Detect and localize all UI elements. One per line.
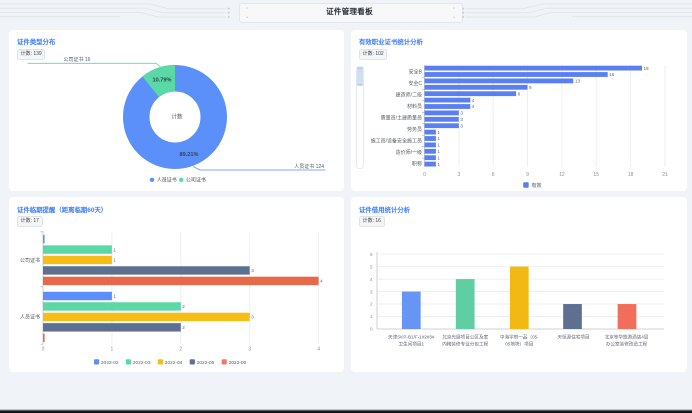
svg-text:4: 4 [370, 277, 373, 283]
svg-text:安全C: 安全C [408, 80, 422, 87]
svg-text:计数: 计数 [171, 113, 183, 121]
svg-text:安全B: 安全B [409, 69, 423, 76]
svg-text:天津SKP-B1/F-1#2#3#: 天津SKP-B1/F-1#2#3# [388, 333, 435, 340]
svg-text:9: 9 [526, 172, 529, 178]
svg-text:15: 15 [593, 172, 599, 178]
svg-text:2022-03: 2022-03 [133, 360, 151, 366]
svg-text:3: 3 [251, 315, 254, 320]
svg-text:有效: 有效 [532, 182, 542, 189]
svg-text:2022-06: 2022-06 [229, 360, 247, 366]
svg-text:1: 1 [370, 314, 373, 320]
svg-text:19: 19 [644, 66, 650, 71]
svg-text:8: 8 [518, 91, 521, 96]
svg-text:2022-02: 2022-02 [101, 360, 119, 366]
svg-text:2022-04: 2022-04 [165, 360, 183, 366]
svg-text:2022-05: 2022-05 [197, 360, 215, 366]
svg-text:10.79%: 10.79% [153, 78, 172, 84]
svg-text:1: 1 [113, 247, 116, 252]
svg-text:21: 21 [662, 172, 668, 178]
svg-text:1: 1 [437, 130, 440, 135]
svg-text:1: 1 [113, 258, 116, 263]
svg-text:4: 4 [472, 98, 475, 103]
svg-text:3: 3 [248, 347, 251, 353]
svg-text:89.21%: 89.21% [180, 152, 199, 158]
svg-text:5: 5 [370, 264, 373, 270]
svg-text:1: 1 [437, 162, 440, 167]
svg-text:1: 1 [437, 155, 440, 160]
svg-text:职称: 职称 [412, 161, 422, 168]
svg-text:9: 9 [529, 85, 532, 90]
svg-text:1: 1 [437, 136, 440, 141]
svg-text:6: 6 [492, 172, 495, 178]
svg-text:劳务员: 劳务员 [407, 126, 422, 133]
svg-text:公司证书: 公司证书 [20, 257, 40, 264]
svg-text:0: 0 [370, 327, 373, 333]
svg-text:3: 3 [460, 123, 463, 128]
svg-text:1: 1 [437, 149, 440, 154]
svg-text:0: 0 [42, 347, 45, 353]
svg-text:4: 4 [472, 104, 475, 109]
svg-text:人员证书: 人员证书 [157, 177, 177, 184]
svg-text:质量员/土建质量员: 质量员/土建质量员 [381, 115, 422, 122]
svg-text:4: 4 [320, 279, 323, 284]
svg-text:3: 3 [460, 111, 463, 116]
svg-text:1: 1 [111, 347, 114, 353]
svg-text:3: 3 [458, 172, 461, 178]
svg-text:05地块）项目: 05地块）项目 [505, 341, 533, 348]
svg-text:2: 2 [370, 302, 373, 308]
svg-text:18: 18 [628, 172, 634, 178]
svg-text:造价师/一级: 造价师/一级 [396, 149, 422, 156]
svg-text:办公室装修改造工程: 办公室装修改造工程 [606, 341, 648, 348]
svg-text:2: 2 [182, 325, 185, 330]
svg-text:2: 2 [182, 304, 185, 309]
svg-text:材料员: 材料员 [407, 103, 422, 110]
svg-text:施工员/设备安全施工员: 施工员/设备安全施工员 [371, 138, 422, 145]
svg-text:公司证书: 公司证书 [186, 177, 206, 184]
svg-text:中海学府一品（05-: 中海学府一品（05- [500, 333, 539, 340]
svg-text:12: 12 [559, 172, 565, 178]
svg-text:3: 3 [370, 289, 373, 295]
svg-text:13: 13 [575, 79, 581, 84]
svg-text:人员证书 124: 人员证书 124 [294, 163, 324, 170]
svg-text:3: 3 [251, 268, 254, 273]
svg-text:人员证书: 人员证书 [20, 314, 40, 321]
svg-text:4: 4 [317, 347, 320, 353]
svg-text:内精装修专业分包工程: 内精装修专业分包工程 [442, 341, 488, 348]
svg-text:建造师/二级: 建造师/二级 [396, 92, 422, 99]
svg-text:2: 2 [179, 347, 182, 353]
svg-text:北京等华旅游酒店4层: 北京等华旅游酒店4层 [605, 333, 649, 340]
svg-text:天恒源住宅项目: 天恒源住宅项目 [557, 333, 589, 340]
svg-text:0: 0 [423, 172, 426, 178]
svg-text:6: 6 [370, 252, 373, 258]
svg-text:1: 1 [437, 143, 440, 148]
svg-text:16: 16 [609, 72, 615, 77]
svg-text:公司证书 16: 公司证书 16 [64, 56, 91, 63]
svg-text:3: 3 [460, 117, 463, 122]
svg-text:1: 1 [113, 294, 116, 299]
svg-text:卫生间项目1: 卫生间项目1 [399, 341, 425, 348]
svg-text:北京光展项目公区及室: 北京光展项目公区及室 [442, 333, 488, 340]
